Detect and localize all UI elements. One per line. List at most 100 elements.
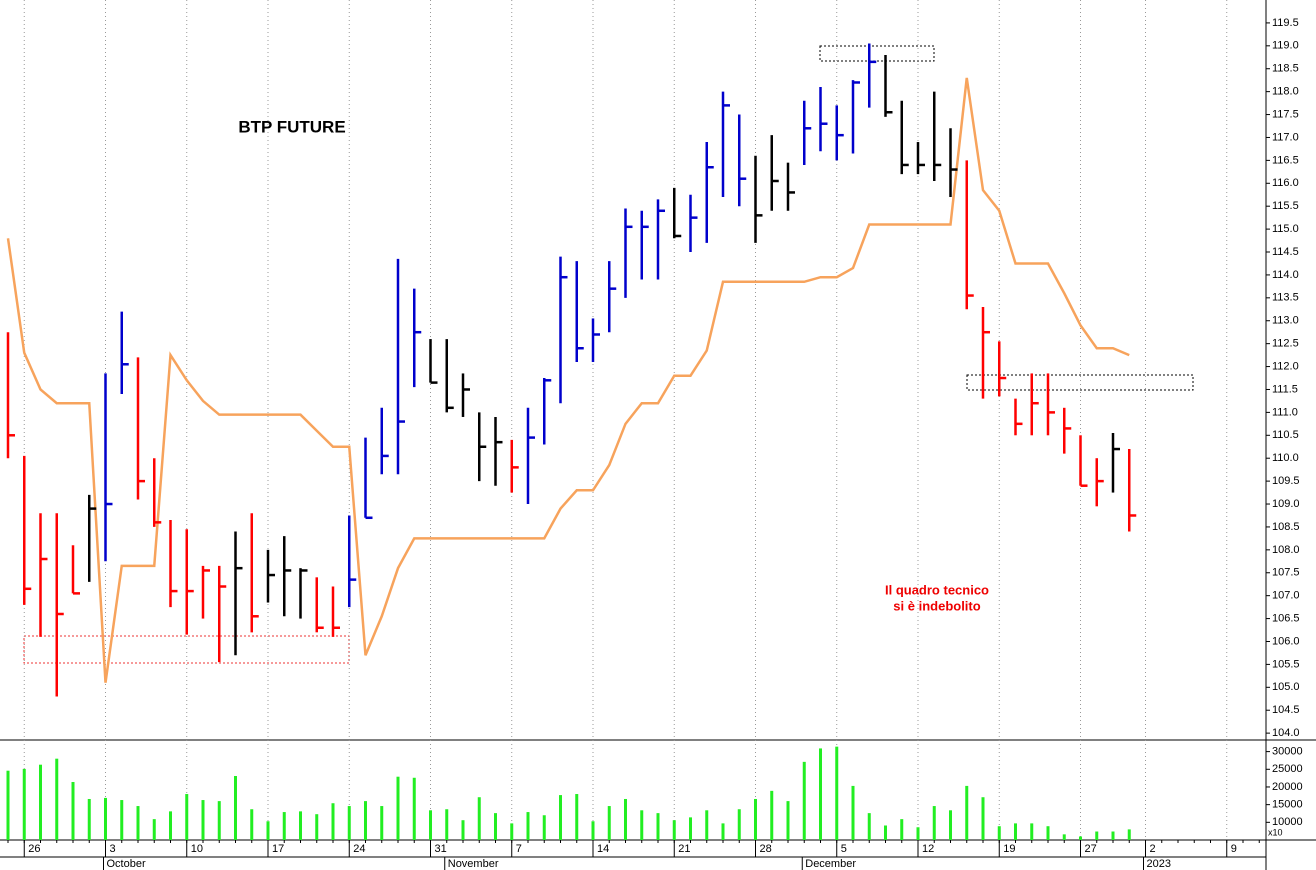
volume-bar [640,810,644,840]
y-tick-label: 107.0 [1272,590,1300,602]
volume-bar [412,777,416,840]
volume-bar [461,820,465,840]
chart-title: BTP FUTURE [238,117,345,136]
x-tick-label: 3 [110,843,116,855]
y-tick-label: 106.5 [1272,612,1300,624]
y-tick-label: 114.5 [1272,246,1299,258]
volume-bar [997,826,1001,840]
y-tick-label: 116.0 [1272,177,1299,189]
y-tick-label: 110.5 [1272,429,1299,441]
volume-bar [104,797,107,840]
volume-bar [185,794,189,840]
month-label: 2023 [1147,858,1171,870]
volume-bar [884,825,887,840]
y2-tick-label: 30000 [1272,746,1303,758]
volume-bar [477,797,481,840]
y-tick-label: 108.5 [1272,521,1300,533]
x-tick-label: 17 [272,843,284,855]
x-tick-label: 14 [597,843,609,855]
volume-bar [1030,823,1034,840]
volume-bar [721,823,725,840]
volume-bar [1062,834,1066,840]
volume-bar [347,806,351,840]
y-tick-label: 105.0 [1272,681,1300,693]
volume-bar [1014,823,1017,840]
volume-bar [737,809,741,840]
volume-bar [1127,829,1131,840]
y-tick-label: 110.0 [1272,452,1299,464]
x-tick-label: 12 [922,843,934,855]
month-label: October [107,858,146,870]
volume-bar [900,819,904,840]
x-tick-label: 27 [1085,843,1097,855]
highlight-box [819,45,935,62]
volume-bar [364,801,367,840]
x-tick-label: 26 [28,843,40,855]
highlight-box [966,374,1194,391]
x-tick-label: 10 [191,843,203,855]
volume-bar [867,813,871,840]
annotation: Il quadro tecnico [885,582,989,597]
volume-bar [217,801,221,840]
volume-bar [39,764,42,840]
y-tick-label: 118.0 [1272,86,1299,98]
month-label: December [805,858,856,870]
volume-bar [542,815,546,840]
volume-bar [445,809,449,840]
volume-bar [120,800,124,840]
x-tick-label: 21 [678,843,690,855]
volume-bar [835,746,839,840]
y-tick-label: 111.0 [1272,406,1298,418]
volume-bar [331,803,335,840]
y2-tick-label: 20000 [1272,781,1303,793]
volume-bar [429,810,432,840]
y-tick-label: 119.0 [1272,40,1299,52]
y-tick-label: 112.0 [1272,360,1299,372]
volume-bar [526,812,530,840]
x-tick-label: 28 [760,843,772,855]
volume-bar [932,806,936,840]
volume-bar [705,810,709,840]
x-tick-label: 9 [1231,843,1237,855]
volume-bar [575,794,579,840]
volume-bar [802,761,806,840]
y-tick-label: 117.0 [1272,131,1299,143]
volume-bar [250,809,254,840]
volume-bar [201,800,205,840]
y2-tick-label: 15000 [1272,799,1303,811]
y-tick-label: 104.5 [1272,704,1300,716]
y-tick-label: 115.0 [1272,223,1299,235]
volume-bar [380,806,384,840]
volume-bar [949,810,952,840]
x-tick-label: 19 [1003,843,1015,855]
volume-bar [559,795,562,840]
y-tick-label: 106.0 [1272,635,1300,647]
y-tick-label: 116.5 [1272,154,1299,166]
volume-bar [624,798,627,840]
x-tick-label: 31 [435,843,447,855]
volume-bar [299,811,302,840]
volume-bar [591,821,595,840]
volume-bar [1111,831,1115,840]
volume-bar [282,812,286,840]
y-tick-label: 104.0 [1272,727,1300,739]
volume-bar [136,806,140,840]
volume-bar [396,776,400,840]
volume-bar [965,785,969,840]
y-tick-label: 119.5 [1272,17,1299,29]
volume-bar [22,768,26,840]
volume-bar [152,819,156,840]
volume-bar [71,782,75,840]
volume-bar [494,813,497,840]
volume-bar [55,758,59,840]
volume-bar [689,817,692,840]
x-tick-label: 7 [516,843,522,855]
y-tick-label: 105.5 [1272,658,1300,670]
volume-bar [607,806,611,840]
y2-tick-label: 10000 [1272,816,1303,828]
volume-bar [1046,826,1050,840]
volume-bar [754,798,757,840]
x-tick-label: 5 [841,843,847,855]
volume-bar [266,821,270,840]
